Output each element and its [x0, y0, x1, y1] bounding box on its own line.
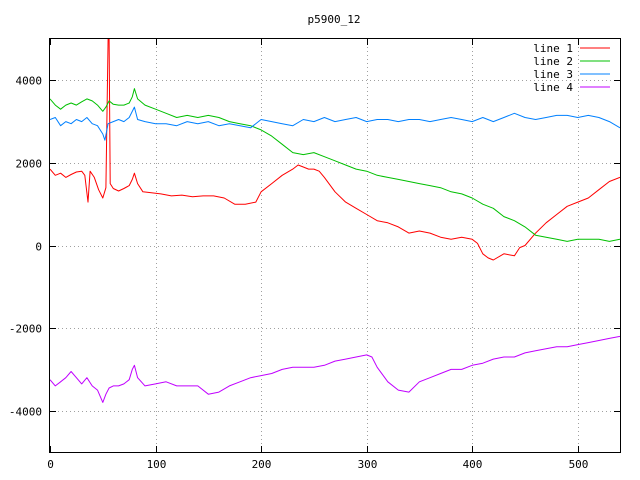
plot-frame — [49, 38, 621, 453]
x-tick-label: 100 — [147, 458, 167, 471]
grid — [50, 39, 620, 452]
y-tick-label: 2000 — [16, 158, 43, 171]
legend-label: line 4 — [533, 81, 573, 94]
series-line-2 — [50, 88, 620, 242]
legend-label: line 2 — [533, 55, 573, 68]
y-tick-label: 4000 — [16, 75, 43, 88]
x-tick-label: 0 — [47, 458, 54, 471]
series-line-4 — [50, 335, 620, 403]
axis-ticks: 0 100 200 300 400 500 -4000 -2000 0 2000 4000 — [9, 39, 620, 471]
x-tick-label: 300 — [358, 458, 378, 471]
legend-label: line 3 — [533, 68, 573, 81]
chart-title: p5900_12 — [308, 13, 361, 26]
y-tick-label: 0 — [35, 241, 42, 254]
series-group — [50, 39, 620, 403]
y-tick-label: -2000 — [9, 323, 42, 336]
x-tick-label: 400 — [463, 458, 483, 471]
x-tick-label: 500 — [569, 458, 589, 471]
y-tick-label: -4000 — [9, 406, 42, 419]
series-line-1 — [50, 39, 620, 261]
x-tick-label: 200 — [252, 458, 272, 471]
legend-label: line 1 — [533, 42, 573, 55]
series-line-3 — [50, 106, 620, 141]
